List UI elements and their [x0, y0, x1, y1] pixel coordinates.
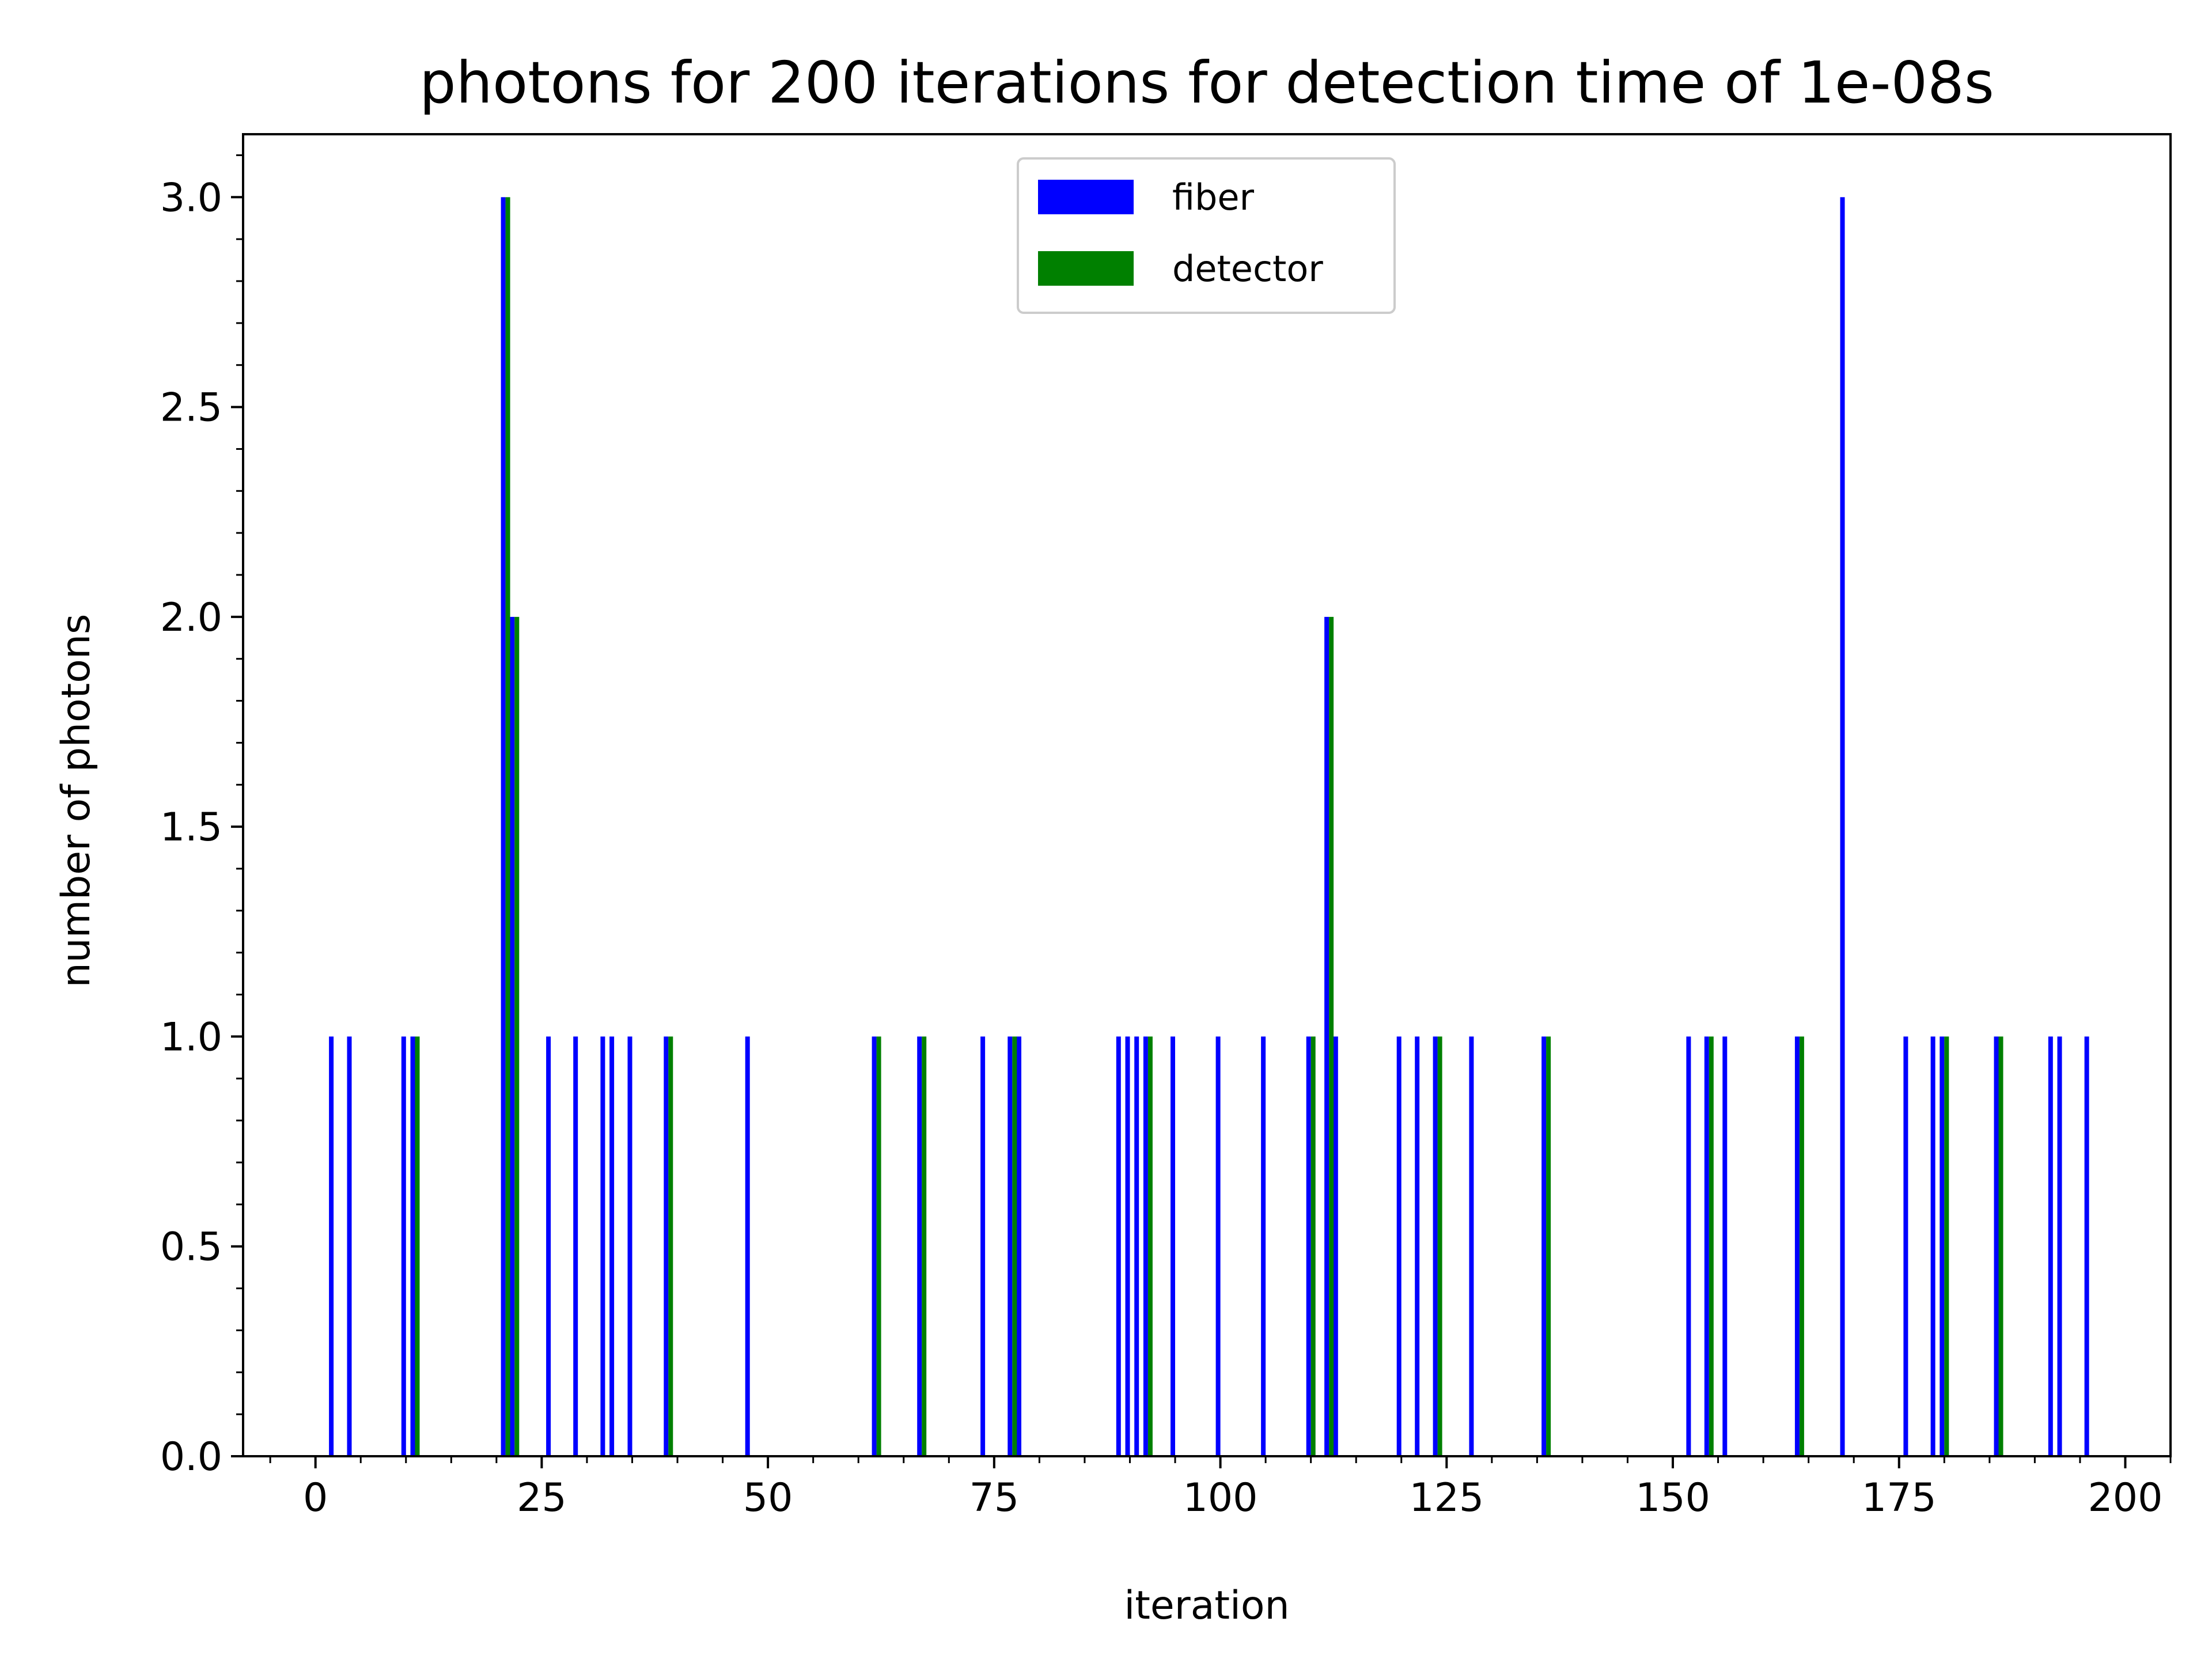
legend-label-fiber: fiber — [1172, 176, 1255, 218]
bar-fiber-35 — [627, 1036, 632, 1456]
bar-detector-164 — [1799, 1036, 1804, 1456]
bar-fiber-91 — [1134, 1036, 1139, 1456]
bar-fiber-120 — [1396, 1036, 1402, 1456]
bar-fiber-136 — [1541, 1036, 1547, 1456]
bar-fiber-4 — [347, 1036, 352, 1456]
bar-detector-110 — [1310, 1036, 1316, 1456]
bar-fiber-192 — [2048, 1036, 2053, 1456]
bar-detector-21 — [505, 197, 510, 1456]
y-tick-label: 1.5 — [160, 805, 222, 850]
bar-fiber-2 — [329, 1036, 334, 1456]
bar-fiber-32 — [600, 1036, 605, 1456]
bar-fiber-21 — [501, 197, 506, 1456]
bar-fiber-180 — [1940, 1036, 1945, 1456]
y-axis-ticks: 0.0 0.5 1.0 1.5 2.0 2.5 3.0 — [160, 154, 243, 1480]
chart-title: photons for 200 iterations for detection… — [419, 49, 1994, 116]
legend-swatch-detector — [1038, 251, 1134, 286]
bar-fiber-62 — [872, 1036, 877, 1456]
x-axis-label: iteration — [1124, 1583, 1289, 1628]
legend-label-detector: detector — [1172, 248, 1323, 290]
x-tick-label: 75 — [969, 1475, 1020, 1521]
bar-detector-77 — [1012, 1036, 1017, 1456]
bar-fiber-152 — [1686, 1036, 1691, 1456]
y-tick-label: 1.0 — [160, 1014, 222, 1060]
bar-fiber-196 — [2084, 1036, 2089, 1456]
bar-fiber-90 — [1125, 1036, 1130, 1456]
bar-fiber-186 — [1994, 1036, 1999, 1456]
bar-detector-92 — [1147, 1036, 1153, 1456]
bar-detector-67 — [922, 1036, 927, 1456]
x-tick-label: 125 — [1409, 1475, 1484, 1521]
bar-fiber-128 — [1469, 1036, 1474, 1456]
bar-fiber-22 — [510, 616, 515, 1456]
bar-detector-39 — [668, 1036, 673, 1456]
x-axis-ticks: 0 25 50 75 100 125 150 175 200 — [269, 1456, 2172, 1521]
bar-fiber-89 — [1116, 1036, 1121, 1456]
bar-detector-136 — [1546, 1036, 1551, 1456]
bar-detector-62 — [876, 1036, 881, 1456]
bar-fiber-92 — [1143, 1036, 1148, 1456]
y-axis-label: number of photons — [54, 614, 99, 988]
bar-fiber-176 — [1903, 1036, 1908, 1456]
bar-fiber-113 — [1333, 1036, 1338, 1456]
legend: fiber detector — [1017, 157, 1396, 314]
bar-detector-124 — [1437, 1036, 1442, 1456]
x-tick-label: 25 — [517, 1475, 567, 1521]
bar-fiber-122 — [1415, 1036, 1420, 1456]
bar-detector-112 — [1329, 616, 1334, 1456]
x-tick-label: 150 — [1635, 1475, 1710, 1521]
detector-series — [415, 197, 2003, 1456]
bar-fiber-169 — [1840, 197, 1845, 1456]
x-tick-label: 0 — [303, 1475, 328, 1521]
x-tick-label: 100 — [1183, 1475, 1258, 1521]
bar-fiber-156 — [1722, 1036, 1728, 1456]
bar-fiber-33 — [609, 1036, 615, 1456]
x-tick-label: 50 — [743, 1475, 793, 1521]
bar-fiber-74 — [980, 1036, 986, 1456]
x-tick-label: 175 — [1862, 1475, 1937, 1521]
bar-fiber-179 — [1930, 1036, 1936, 1456]
bar-detector-11 — [415, 1036, 420, 1456]
y-tick-label: 3.0 — [160, 175, 222, 221]
bar-detector-180 — [1944, 1036, 1949, 1456]
fiber-series — [329, 197, 2089, 1456]
y-tick-label: 2.5 — [160, 385, 222, 431]
bar-fiber-26 — [546, 1036, 551, 1456]
y-tick-label: 0.0 — [160, 1434, 222, 1480]
bar-fiber-112 — [1324, 616, 1330, 1456]
legend-swatch-fiber — [1038, 180, 1134, 214]
plot-frame — [242, 133, 2172, 1457]
bar-fiber-29 — [573, 1036, 578, 1456]
bar-fiber-10 — [401, 1036, 406, 1456]
bar-detector-186 — [1998, 1036, 2003, 1456]
bar-fiber-78 — [1017, 1036, 1021, 1456]
y-tick-label: 2.0 — [160, 595, 222, 641]
bar-detector-154 — [1709, 1036, 1714, 1456]
bar-fiber-11 — [410, 1036, 415, 1456]
bar-fiber-67 — [917, 1036, 922, 1456]
bar-fiber-100 — [1215, 1036, 1221, 1456]
bar-detector-22 — [514, 616, 520, 1456]
bar-fiber-193 — [2057, 1036, 2062, 1456]
bar-fiber-154 — [1704, 1036, 1709, 1456]
x-tick-label: 200 — [2088, 1475, 2163, 1521]
bar-fiber-48 — [745, 1036, 750, 1456]
y-tick-label: 0.5 — [160, 1225, 222, 1270]
bar-fiber-77 — [1007, 1036, 1013, 1456]
bar-fiber-124 — [1433, 1036, 1438, 1456]
bar-fiber-95 — [1171, 1036, 1175, 1456]
bar-fiber-110 — [1306, 1036, 1311, 1456]
bar-fiber-39 — [664, 1036, 669, 1456]
bar-fiber-105 — [1261, 1036, 1266, 1456]
bar-fiber-164 — [1794, 1036, 1800, 1456]
